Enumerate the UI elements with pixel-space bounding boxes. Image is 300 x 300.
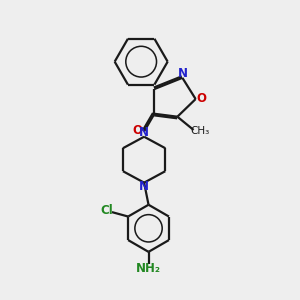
Text: N: N xyxy=(139,126,149,140)
Text: N: N xyxy=(139,180,149,193)
Text: O: O xyxy=(196,92,206,105)
Text: Cl: Cl xyxy=(100,204,113,218)
Text: O: O xyxy=(133,124,142,137)
Text: N: N xyxy=(178,67,188,80)
Text: NH₂: NH₂ xyxy=(135,262,161,275)
Text: CH₃: CH₃ xyxy=(190,126,210,136)
